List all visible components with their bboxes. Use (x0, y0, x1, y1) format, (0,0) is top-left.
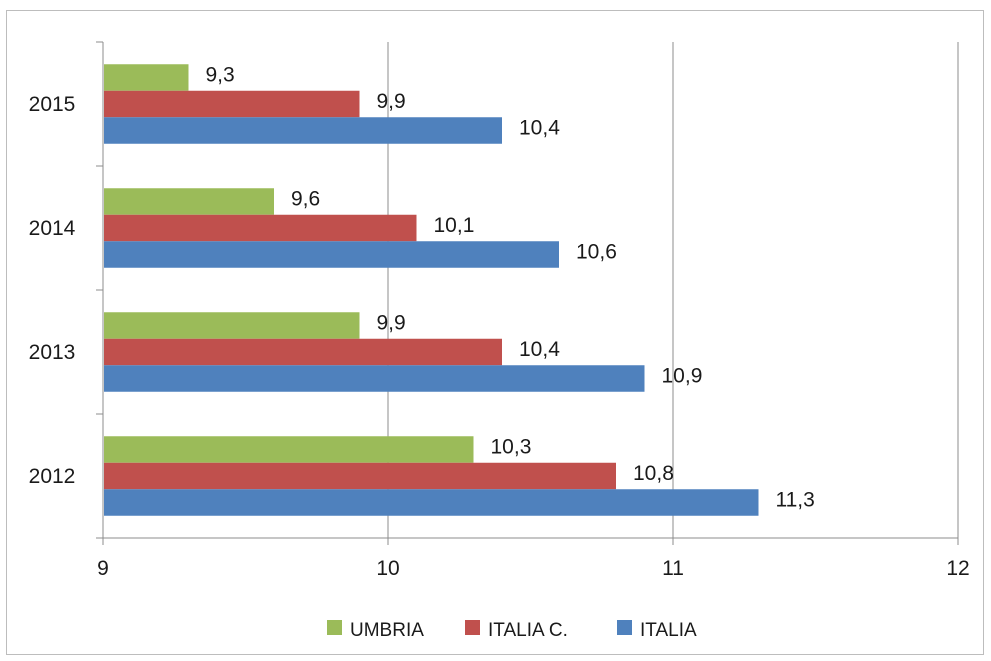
data-label: 10,4 (519, 338, 560, 361)
bar-umbria-2015 (104, 64, 189, 91)
bar-umbria-2013 (104, 312, 360, 339)
bar-italia-c-2015 (104, 90, 360, 118)
axes: 9 10 11 12 2012 2013 2014 2015 (29, 41, 970, 580)
bar-italia-2012 (104, 489, 759, 516)
data-label: 10,3 (491, 436, 532, 459)
data-labels: 10,3 10,8 11,3 9,9 10,4 10,9 9,6 10,1 10,6 9,3 9,9… (206, 64, 815, 512)
x-tick-label: 10 (376, 557, 399, 580)
bar-italia-c-2012 (104, 462, 616, 490)
data-label: 9,9 (377, 312, 406, 335)
x-tick-label: 12 (946, 557, 969, 580)
x-tick-label: 11 (662, 557, 684, 580)
bar-umbria-2012 (104, 436, 474, 463)
data-label: 9,3 (206, 64, 235, 87)
legend-swatch (465, 620, 480, 635)
data-label: 10,9 (662, 365, 703, 388)
x-tick-label: 9 (97, 557, 109, 580)
legend-swatch (327, 620, 342, 635)
legend-label: ITALIA C. (488, 620, 568, 641)
data-label: 10,4 (519, 117, 560, 140)
bar-italia-2013 (104, 365, 645, 392)
bars (104, 64, 759, 516)
y-tick-label: 2012 (29, 465, 76, 488)
bar-umbria-2014 (104, 188, 274, 215)
legend-label: UMBRIA (350, 620, 424, 641)
legend: UMBRIA ITALIA C. ITALIA (327, 620, 697, 641)
bar-italia-2014 (104, 241, 559, 268)
y-tick-label: 2014 (29, 217, 76, 240)
data-label: 9,6 (291, 188, 320, 211)
y-tick-label: 2013 (29, 341, 76, 364)
legend-label: ITALIA (640, 620, 697, 641)
data-label: 11,3 (776, 489, 815, 512)
data-label: 10,1 (434, 214, 475, 237)
data-label: 10,6 (576, 241, 617, 264)
bar-italia-2015 (104, 117, 502, 144)
data-label: 10,8 (633, 462, 674, 485)
bar-italia-c-2014 (104, 214, 417, 242)
data-label: 9,9 (377, 90, 406, 113)
y-tick-label: 2015 (29, 93, 76, 116)
bar-italia-c-2013 (104, 338, 502, 366)
legend-swatch (617, 620, 632, 635)
